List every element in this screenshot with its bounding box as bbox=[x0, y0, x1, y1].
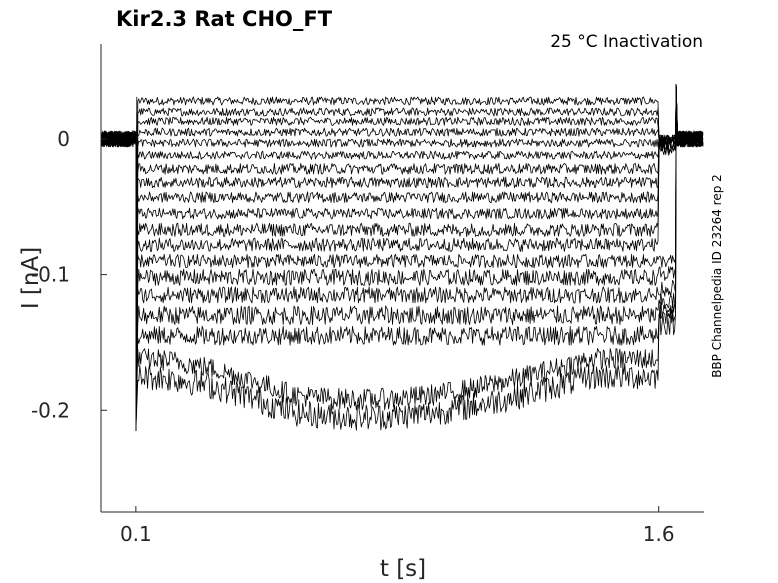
sweep-trace bbox=[101, 84, 704, 432]
recording-id-note: BBP Channelpedia ID 23264 rep 2 bbox=[710, 174, 724, 378]
y-axis-label: I [nA] bbox=[18, 247, 44, 309]
y-tick-label: 0 bbox=[57, 127, 70, 151]
sweep-trace bbox=[101, 84, 704, 432]
sweep-trace bbox=[101, 84, 704, 432]
chart-title: Kir2.3 Rat CHO_FT bbox=[116, 7, 333, 31]
sweep-trace bbox=[101, 84, 704, 432]
sweep-trace bbox=[101, 84, 704, 432]
y-ticks: 0 -0.1 -0.2 bbox=[31, 127, 107, 422]
sweep-trace bbox=[101, 84, 704, 432]
sweep-trace bbox=[101, 84, 703, 432]
sweep-trace bbox=[101, 84, 704, 432]
x-axis-label: t [s] bbox=[380, 556, 426, 582]
sweep-trace bbox=[101, 84, 704, 432]
sweep-trace bbox=[101, 84, 704, 432]
sweep-trace bbox=[101, 84, 704, 432]
sweep-trace bbox=[101, 84, 704, 432]
sweep-trace bbox=[101, 84, 704, 432]
sweep-trace bbox=[101, 84, 704, 432]
chart-subtitle: 25 °C Inactivation bbox=[550, 32, 703, 52]
y-tick-label: -0.1 bbox=[31, 263, 70, 287]
x-tick-label: 0.1 bbox=[120, 522, 152, 546]
sweep-trace bbox=[101, 84, 704, 432]
sweep-trace bbox=[101, 84, 704, 432]
x-tick-label: 1.6 bbox=[643, 522, 675, 546]
x-ticks: 0.1 1.6 bbox=[120, 506, 675, 546]
sweep-trace bbox=[101, 84, 704, 432]
y-tick-label: -0.2 bbox=[31, 398, 70, 422]
plot-area: 0.1 1.6 0 -0.1 -0.2 bbox=[31, 44, 704, 546]
current-traces bbox=[101, 84, 704, 432]
sweep-trace bbox=[101, 84, 704, 432]
sweep-trace bbox=[101, 84, 704, 432]
